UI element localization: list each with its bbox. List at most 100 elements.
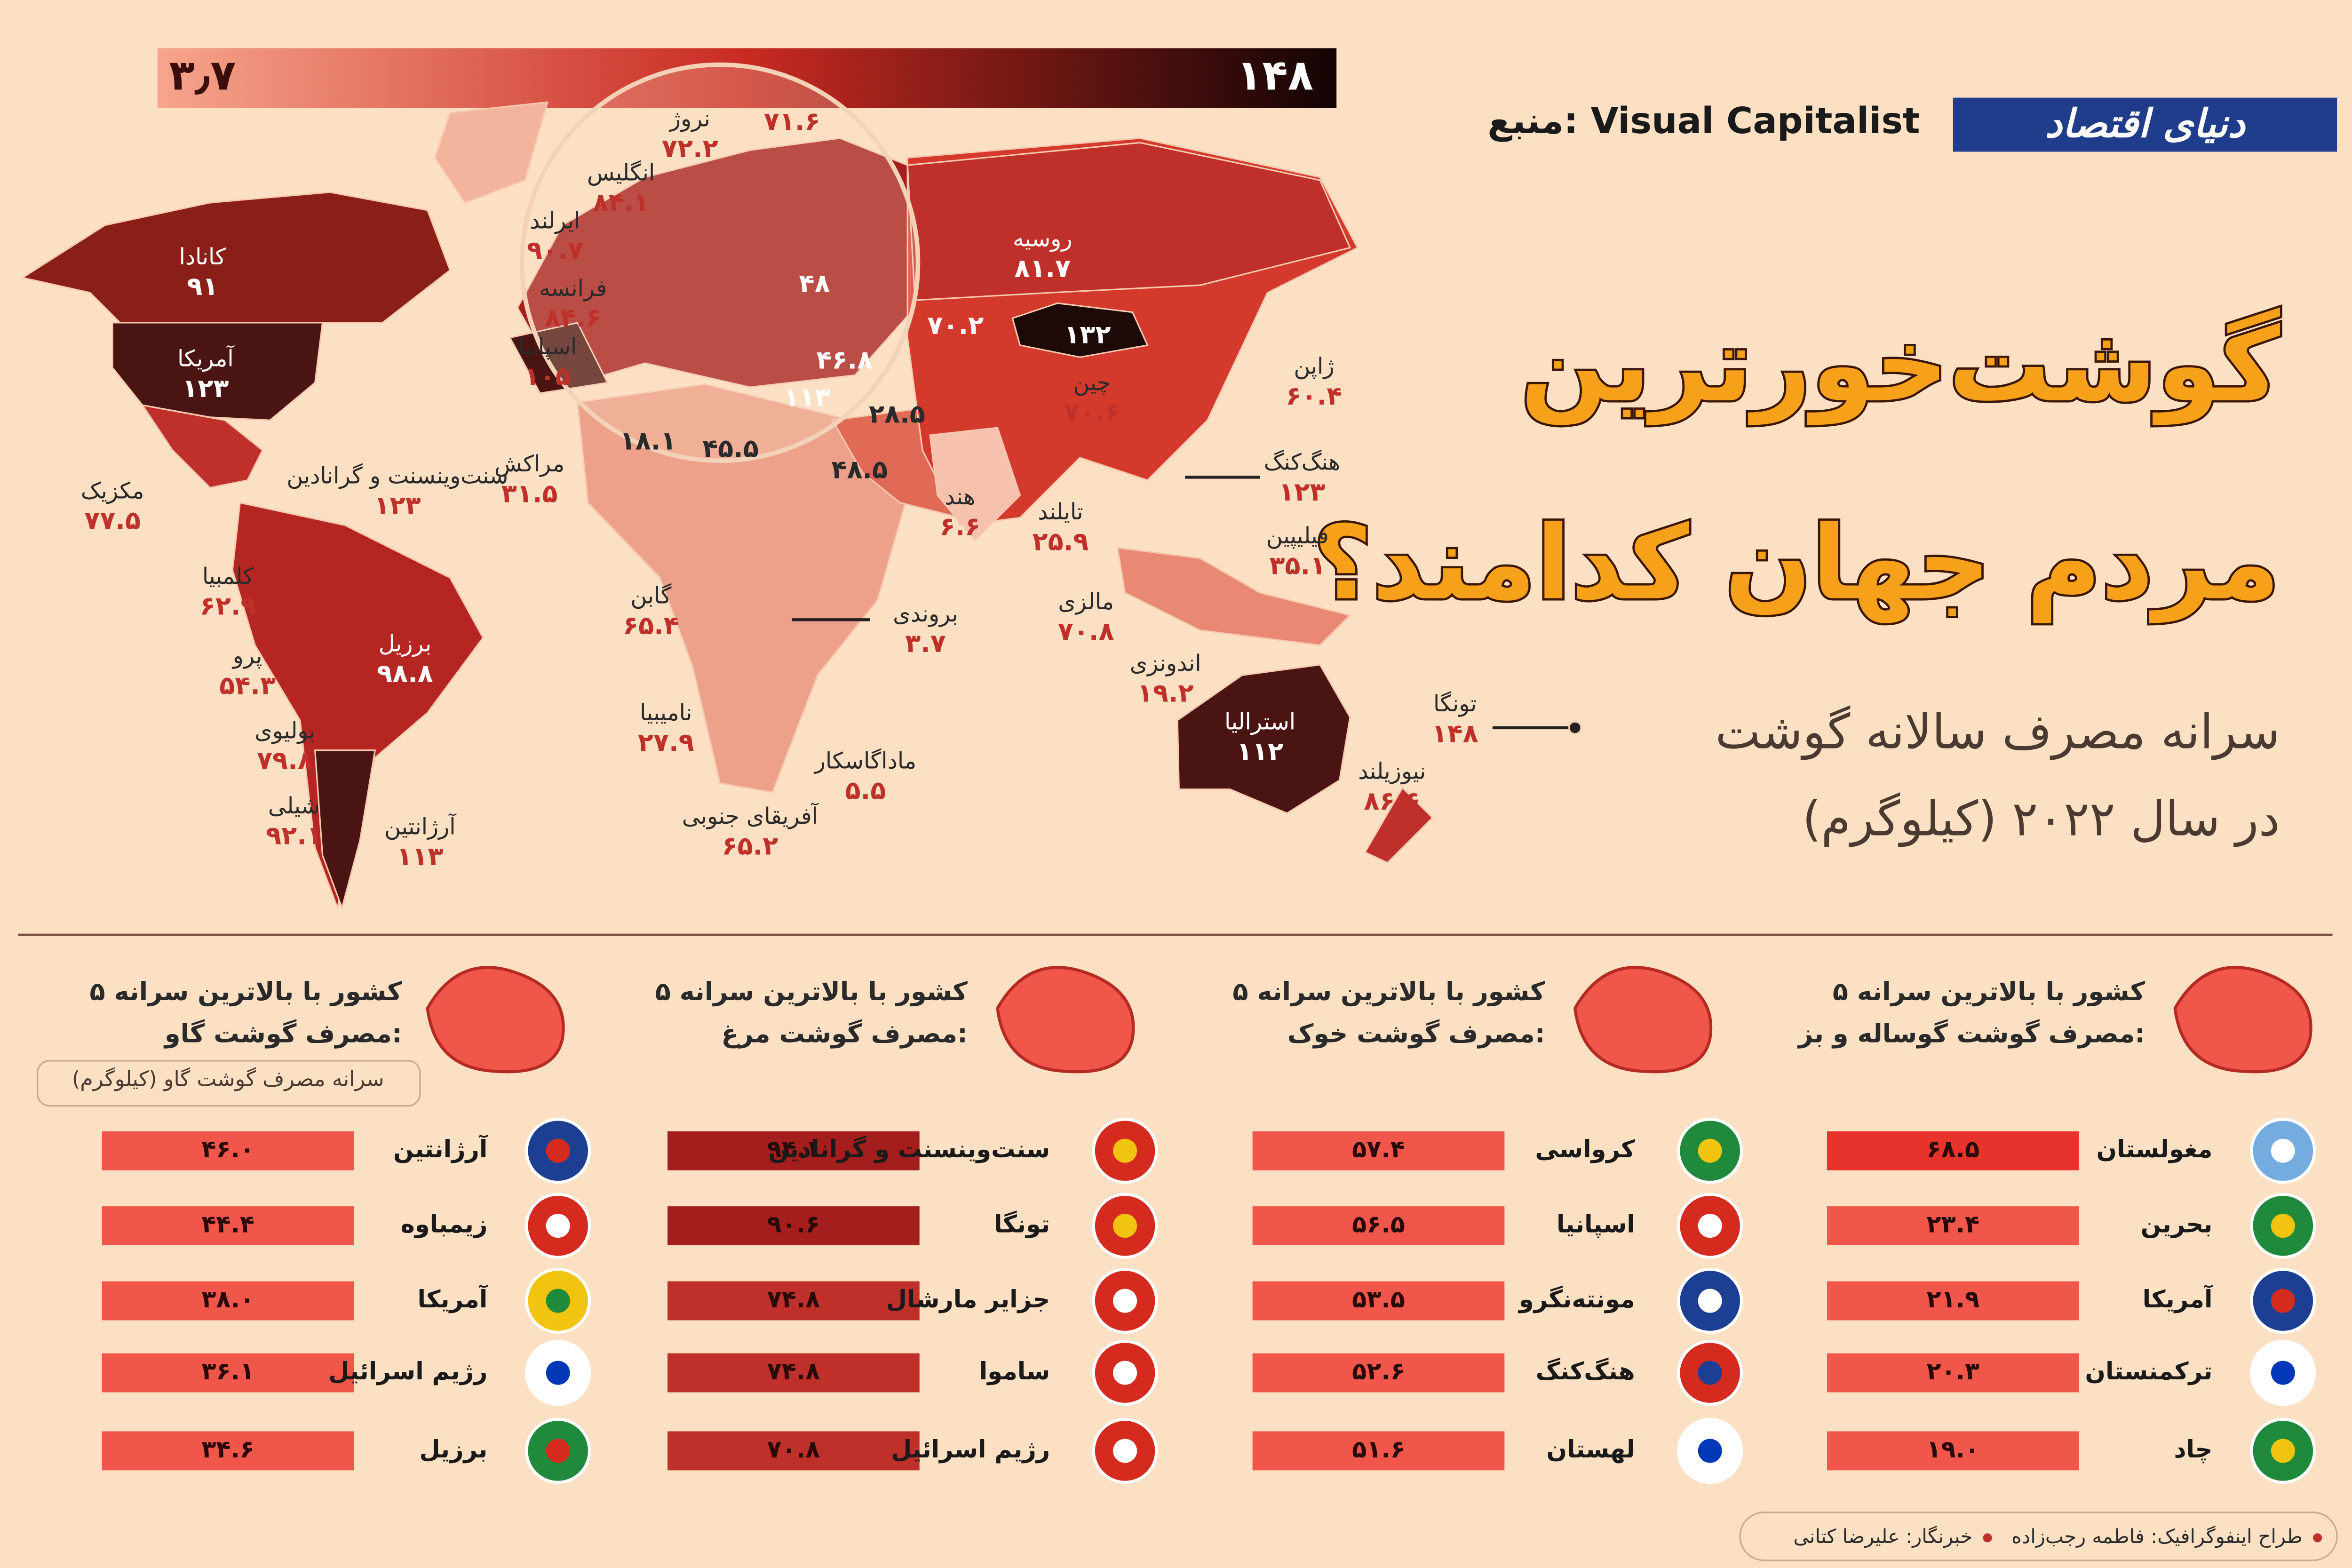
row-value: ۶۸.۵ (1926, 1136, 1979, 1163)
map-country-name: تونگا (1433, 691, 1477, 717)
map-country-name: هند (945, 484, 975, 510)
map-country-value: ۷۰.۶ (1064, 398, 1120, 427)
value-box (667, 1131, 920, 1170)
map-country-name: ژاپن (1294, 354, 1334, 380)
value-box (667, 1431, 920, 1471)
flag-emblem (1698, 1138, 1722, 1163)
country-name: برزیل (419, 1436, 487, 1464)
scale-max: ۱۴۸ (1237, 51, 1313, 100)
row-value: ۹۰.۶ (767, 1211, 820, 1239)
map-country-value: ۶.۶ (939, 511, 980, 541)
map-country-value: ۱۲۳ (182, 374, 229, 403)
content: ۳٫۷ ۱۴۸ منبع: Visual Capitalist دنیای اقتصا… (37, 51, 2322, 1548)
country-name: آرژانتین (393, 1134, 488, 1163)
map-country-name: کلمبیا (202, 564, 254, 589)
flag-emblem (546, 1138, 570, 1163)
map-country-value: ۵.۵ (845, 776, 886, 805)
value-box (1827, 1281, 2079, 1321)
country-name: اسپانیا (1557, 1211, 1635, 1239)
map-country-name: روسیه (1013, 226, 1072, 252)
flag-emblem (546, 1214, 570, 1238)
map-country-value: ۱۱۳ (784, 382, 830, 412)
meat-icon (996, 966, 1135, 1074)
map-country-value: ۱۴۸ (1431, 719, 1478, 748)
map-country-name: آرژانتین (384, 813, 457, 840)
value-box (1252, 1431, 1505, 1471)
map-country-value: ۷۰.۸ (1058, 617, 1114, 646)
map-country-name: انگلیس (587, 160, 655, 186)
india (929, 427, 1021, 541)
logo: دنیای اقتصاد (2045, 101, 2246, 146)
footer-reporter: خبرنگار: علیرضا کتانی (1793, 1525, 1972, 1548)
map-country-value: ۲۸.۵ (869, 399, 925, 429)
title-line: گوشت‌خورترین (1520, 306, 2280, 425)
flag-emblem (546, 1361, 570, 1385)
map-country-name: فرانسه (539, 276, 607, 302)
country-name: چاد (2174, 1436, 2212, 1464)
map-country-value: ۸۴.۱ (593, 188, 649, 217)
map-country-value: ۹۲.۱ (266, 820, 322, 850)
country-name: آمریکا (418, 1284, 488, 1313)
row-value: ۳۸.۰ (201, 1286, 254, 1313)
panel-title-line: ۵ کشور با بالاترین سرانه (1833, 977, 2145, 1006)
row-value: ۴۶.۰ (201, 1136, 254, 1163)
panel-title-line: مصرف گوشت خوک: (1287, 1019, 1545, 1048)
flag-emblem (1698, 1214, 1722, 1238)
map-country-value: ۸۴.۶ (545, 303, 601, 333)
country-name: ترکمنستان (2085, 1358, 2212, 1385)
value-box (102, 1431, 354, 1471)
row-value: ۳۴.۶ (201, 1436, 254, 1464)
value-box (102, 1281, 354, 1321)
mongolia (1011, 302, 1149, 358)
row-value: ۵۱.۶ (1352, 1436, 1405, 1464)
row-value: ۵۶.۵ (1352, 1211, 1405, 1239)
map-country-name: نیوزیلند (1358, 759, 1426, 785)
value-box (667, 1206, 920, 1246)
map-country-value: ۱۳۲ (1064, 319, 1111, 349)
map-country-value: ۷۲.۲ (662, 134, 718, 163)
map-country-name: شیلی (268, 793, 320, 819)
value-box (102, 1131, 354, 1170)
russia (906, 142, 1351, 301)
flag-emblem (2271, 1361, 2295, 1385)
row-value: ۲۰.۳ (1926, 1358, 1979, 1385)
map-country-value: ۴۵.۵ (702, 434, 759, 463)
flag-emblem (546, 1289, 570, 1313)
map-country-value: ۶۲.۹ (200, 591, 256, 621)
map-country-name: ماداگاسکار (814, 748, 916, 774)
world-map (20, 62, 1582, 911)
value-box (1827, 1131, 2079, 1170)
scale-bar (157, 48, 1337, 108)
map-country-value: ۱۰۵ (524, 362, 571, 391)
map-country-value: ۱۹.۲ (1137, 678, 1194, 708)
value-box (667, 1353, 920, 1393)
value-box (1827, 1431, 2079, 1471)
map-country-value: ۹۰.۷ (527, 236, 583, 265)
map-country-value: ۲۷.۹ (638, 728, 694, 757)
map-country-name: مالزی (1058, 589, 1114, 615)
map-country-value: ۸۱.۷ (1014, 254, 1071, 283)
row-value: ۹۴.۱ (767, 1136, 820, 1163)
map-country-value: ۱۲۳ (1279, 477, 1325, 507)
map-country-value: ۳.۷ (905, 629, 946, 658)
europe-zoom-circle (519, 62, 921, 463)
map-country-name: فیلیپین (1266, 523, 1329, 549)
meat-icon (426, 966, 565, 1074)
value-box (1252, 1131, 1505, 1170)
panel-title-line: مصرف گوشت مرغ: (721, 1019, 967, 1048)
map-country-value: ۷۰.۲ (927, 310, 984, 340)
map-country-value: ۸۶.۶ (1364, 786, 1420, 816)
pointer-dot (1568, 721, 1582, 735)
map-country-value: ۷۷.۵ (84, 506, 141, 535)
map-country-name: مراکش (494, 451, 564, 477)
flag-emblem (1113, 1289, 1137, 1313)
map-country-name: مکزیک (81, 478, 144, 504)
map-country-value: ۲۵.۹ (1033, 526, 1089, 556)
map-country-value: ۳۱.۵ (501, 478, 558, 508)
note-box (37, 1060, 421, 1107)
map-country-name: آمریکا (177, 345, 235, 372)
map-country-value: ۳۵.۱ (1269, 550, 1326, 580)
footer-dot (1983, 1533, 1992, 1543)
value-box (1252, 1281, 1505, 1321)
